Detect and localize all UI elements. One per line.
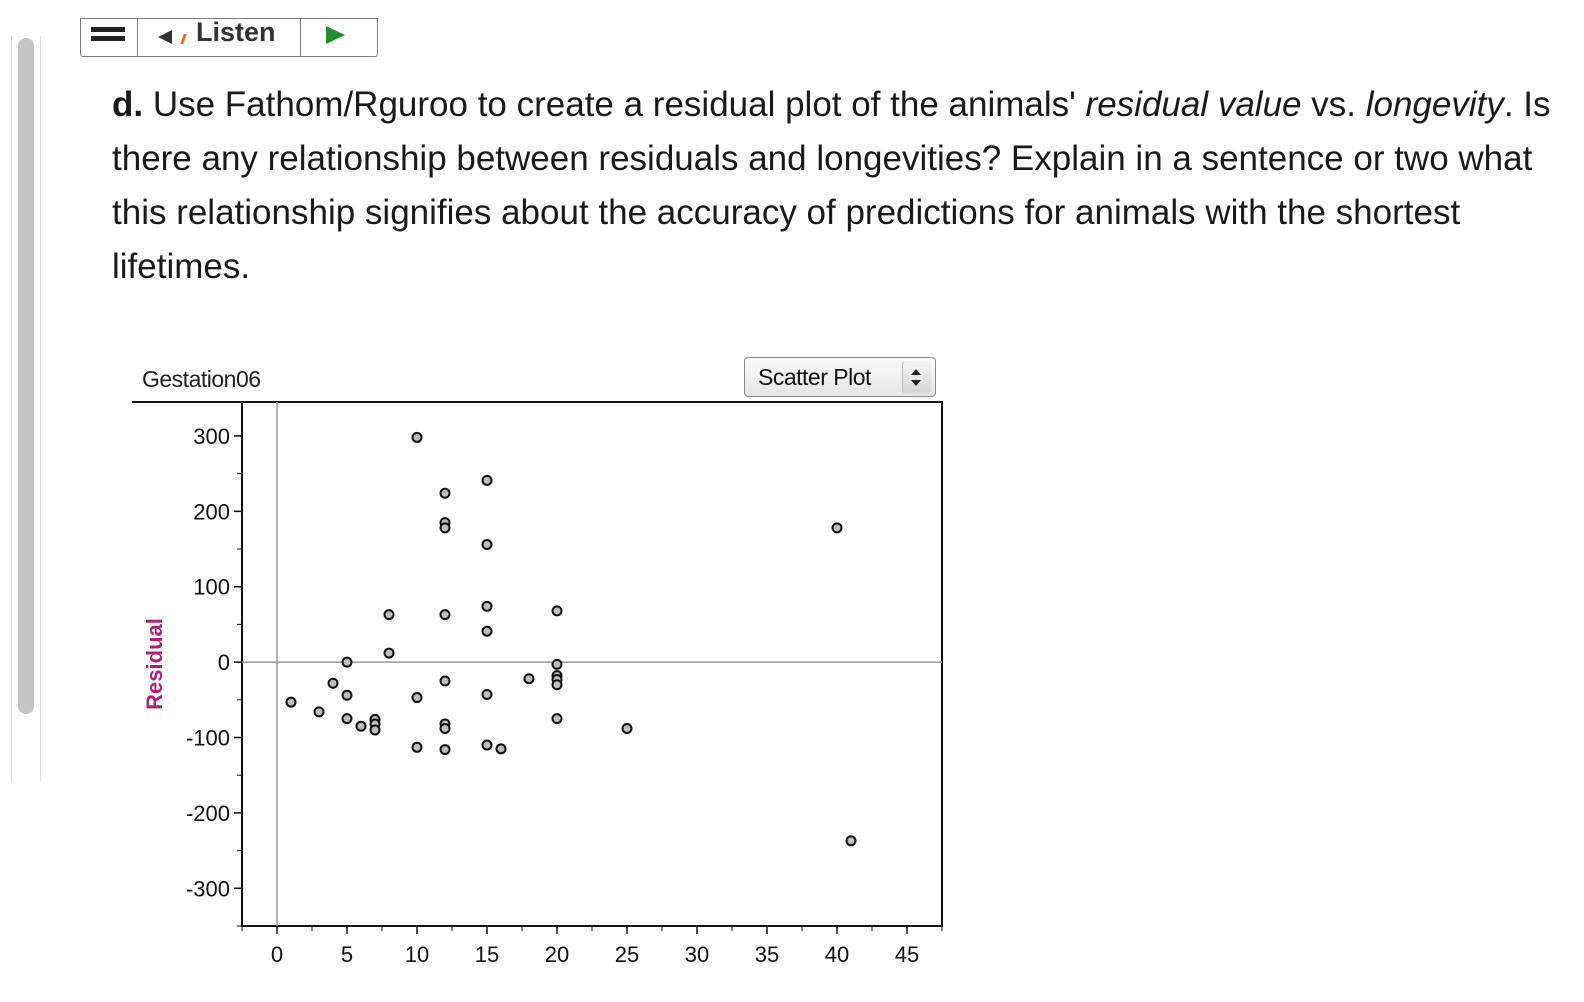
question-text-part: . Is there any relationship between resi… xyxy=(112,85,1551,286)
data-point xyxy=(439,744,451,756)
play-icon xyxy=(326,26,345,44)
data-point xyxy=(481,739,493,751)
y-tick-label: 100 xyxy=(193,575,230,600)
data-point xyxy=(551,713,563,725)
data-point xyxy=(411,431,423,443)
data-point xyxy=(411,692,423,704)
speaker-icon xyxy=(158,30,172,44)
data-point xyxy=(285,696,297,708)
data-point xyxy=(523,673,535,685)
data-point xyxy=(481,538,493,550)
data-point xyxy=(439,722,451,734)
data-point xyxy=(551,658,563,670)
question-emphasis: longevity xyxy=(1365,85,1504,124)
question-text-part: Use Fathom/Rguroo to create a residual p… xyxy=(143,85,1086,124)
data-point xyxy=(481,474,493,486)
plot-type-select-value: Scatter Plot xyxy=(758,363,871,390)
y-tick-label: -100 xyxy=(186,726,230,751)
question-text-part: vs. xyxy=(1301,85,1366,124)
x-tick-label: 40 xyxy=(825,942,849,967)
y-axis-label: Residual xyxy=(142,618,167,710)
read-aloud-toolbar: Listen xyxy=(80,18,378,57)
data-point xyxy=(621,722,633,734)
x-tick-label: 20 xyxy=(545,942,569,967)
scrollbar-thumb[interactable] xyxy=(18,38,34,714)
x-tick-label: 5 xyxy=(341,942,353,967)
x-tick-label: 35 xyxy=(755,942,779,967)
data-point xyxy=(383,609,395,621)
data-point xyxy=(831,522,843,534)
data-point xyxy=(327,677,339,689)
data-point xyxy=(355,720,367,732)
data-point xyxy=(411,741,423,753)
question-emphasis: residual value xyxy=(1085,85,1302,124)
data-point xyxy=(481,625,493,637)
y-tick-label: -200 xyxy=(186,801,230,826)
menu-button[interactable] xyxy=(81,19,138,56)
data-point xyxy=(383,647,395,659)
data-point xyxy=(439,487,451,499)
question-label: d. xyxy=(112,85,144,124)
data-point xyxy=(495,743,507,755)
stepper-arrows-icon xyxy=(902,361,931,393)
data-point xyxy=(369,724,381,736)
x-tick-label: 0 xyxy=(271,942,283,967)
y-tick-label: 200 xyxy=(193,499,230,524)
y-tick-label: 300 xyxy=(193,424,230,449)
question-text: d. Use Fathom/Rguroo to create a residua… xyxy=(112,78,1552,294)
data-point xyxy=(341,713,353,725)
data-point xyxy=(481,689,493,701)
data-point xyxy=(551,679,563,691)
data-point xyxy=(313,706,325,718)
data-point xyxy=(439,522,451,534)
data-point xyxy=(341,656,353,668)
y-tick-label: -300 xyxy=(186,876,230,901)
data-point xyxy=(845,835,857,847)
play-button[interactable] xyxy=(301,19,377,56)
plot-type-select[interactable]: Scatter Plot xyxy=(744,357,936,397)
x-tick-label: 45 xyxy=(895,942,919,967)
data-point xyxy=(341,689,353,701)
data-point xyxy=(481,600,493,612)
data-point xyxy=(551,605,563,617)
listen-label: Listen xyxy=(196,18,276,47)
y-tick-label: 0 xyxy=(218,650,230,675)
data-point xyxy=(439,609,451,621)
x-tick-label: 10 xyxy=(405,942,429,967)
x-tick-label: 25 xyxy=(615,942,639,967)
data-point xyxy=(439,675,451,687)
listen-button[interactable]: Listen xyxy=(138,19,301,56)
x-tick-label: 15 xyxy=(475,942,499,967)
plot-title: Gestation06 xyxy=(142,366,261,392)
x-tick-label: 30 xyxy=(685,942,709,967)
